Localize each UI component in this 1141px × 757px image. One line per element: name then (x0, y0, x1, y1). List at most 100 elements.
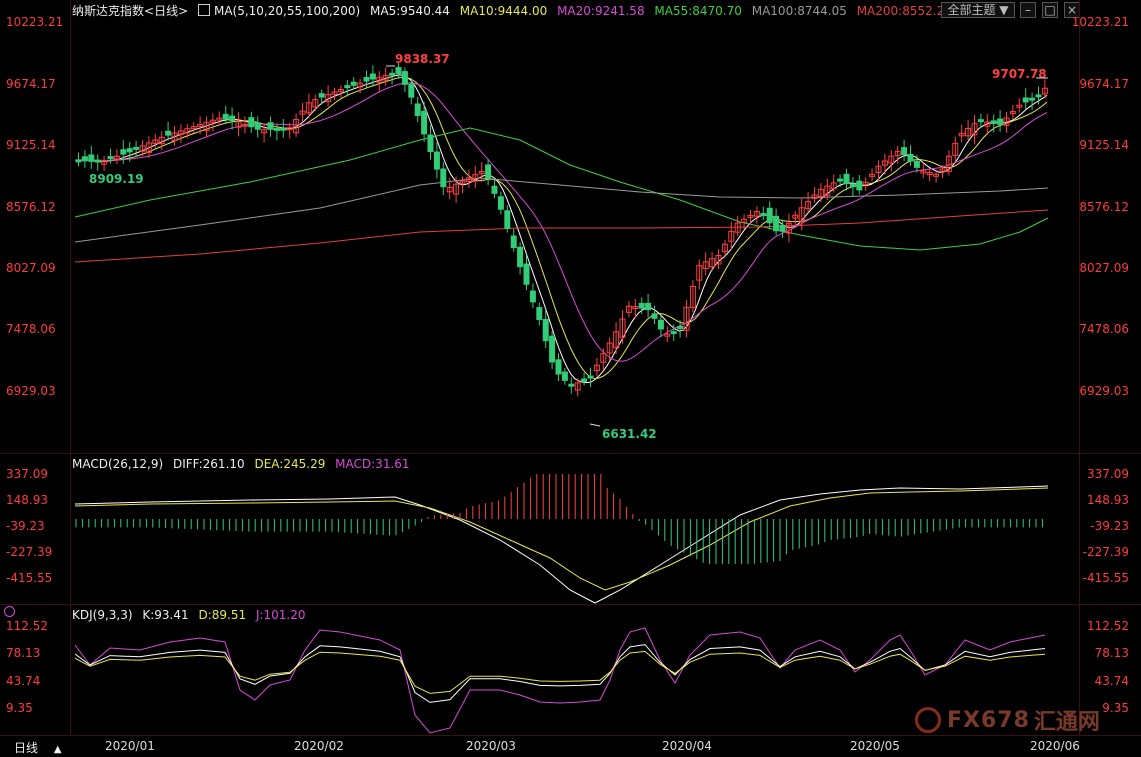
macd-ytick-1: 148.93 (1087, 493, 1129, 507)
candle-body (984, 121, 991, 127)
candle-body (408, 83, 415, 98)
main-ytick-left-0: 10223.21 (6, 15, 64, 29)
candle-body (587, 375, 594, 379)
low-price-label: 6631.42 (602, 427, 657, 441)
candle-body (485, 164, 492, 179)
candle-body (267, 122, 274, 130)
candle-body (606, 342, 613, 354)
left-axis-divider (70, 0, 71, 735)
candle-body (395, 67, 402, 75)
ma200-line (74, 209, 1049, 263)
candle-body (273, 127, 280, 131)
kdj-ytick-1: 78.13 (1094, 646, 1129, 660)
main-ytick-3: 8576.12 (1079, 200, 1129, 214)
candle-body (913, 160, 920, 168)
candle-body (933, 173, 940, 177)
candle-body (990, 120, 997, 125)
candle-body (593, 364, 600, 372)
candle-body (139, 145, 146, 152)
candle-body (152, 139, 159, 144)
candle-body (939, 168, 946, 172)
candle-body (677, 326, 684, 330)
candle-body (696, 265, 703, 281)
kdj-ytick-2: 43.74 (1094, 674, 1129, 688)
period-selector[interactable]: <日线> (144, 4, 189, 18)
candle-body (254, 122, 261, 130)
theme-dropdown[interactable]: 全部主题 ▼ (941, 2, 1015, 18)
candle-body (907, 153, 914, 162)
candle-body (145, 142, 152, 154)
ma10-value: MA10:9444.00 (459, 4, 548, 18)
candle-body (421, 110, 428, 135)
candle-body (491, 185, 498, 194)
macd-params[interactable]: MACD(26,12,9) (72, 457, 164, 471)
macd-ytick-left-4: -415.55 (6, 571, 53, 585)
candle-body (433, 151, 440, 170)
kdj-params[interactable]: KDJ(9,3,3) (72, 608, 133, 622)
candle-body (632, 305, 639, 310)
xtick-3: 2020/04 (662, 739, 712, 753)
kdj-d-line (74, 650, 1046, 694)
ma100-line (74, 177, 1049, 243)
main-ytick-6: 6929.03 (1079, 384, 1129, 398)
candle-body (350, 81, 357, 86)
candle-body (389, 72, 396, 76)
candle-body (670, 331, 677, 335)
candle-body (869, 173, 876, 177)
candle-body (523, 263, 530, 285)
candle-body (325, 94, 332, 103)
macd-ytick-left-0: 337.09 (6, 467, 48, 481)
right-axis-divider (1079, 0, 1080, 735)
candle-body (357, 82, 364, 88)
footer-period-button[interactable]: 日线 ▲ (14, 741, 62, 755)
candle-body (638, 302, 645, 309)
candle-body (331, 91, 338, 95)
candle-body (337, 89, 344, 93)
maximize-button[interactable]: □ (1042, 2, 1058, 18)
candle-body (261, 129, 268, 134)
candle-body (177, 130, 184, 135)
candle-body (747, 214, 754, 218)
kdj-j-line (74, 627, 1046, 734)
candle-body (81, 156, 88, 162)
candle-body (414, 103, 421, 117)
candle-body (248, 117, 255, 128)
watermark-logo-icon (915, 707, 941, 733)
kdj-k: K:93.41 (142, 608, 189, 622)
left-price-label: 8909.19 (89, 172, 144, 186)
kdj-settings-icon[interactable] (4, 606, 15, 617)
kdj-ytick-left-2: 43.74 (6, 674, 41, 688)
xtick-2: 2020/03 (466, 739, 516, 753)
candle-body (504, 210, 511, 229)
kdj-k-line (74, 644, 1046, 703)
candle-body (817, 188, 824, 197)
candle-body (369, 73, 376, 80)
candle-body (785, 222, 792, 234)
minimize-button[interactable]: – (1020, 2, 1036, 18)
ma-params[interactable]: MA(5,10,20,55,100,200) (213, 4, 361, 18)
candle-body (830, 182, 837, 189)
candle-body (728, 230, 735, 242)
index-title[interactable]: 纳斯达克指数 (72, 4, 145, 18)
indicator-icon[interactable] (197, 4, 210, 16)
candle-body (299, 110, 306, 115)
candle-body (779, 224, 786, 232)
kdj-j: J:101.20 (255, 608, 306, 622)
candle-body (1009, 111, 1016, 115)
candle-body (1016, 104, 1023, 108)
candle-body (741, 218, 748, 223)
macd-diff: DIFF:261.10 (172, 457, 245, 471)
candle-body (229, 115, 236, 122)
candle-body (613, 331, 620, 349)
candle-body (881, 160, 888, 166)
candle-body (958, 132, 965, 137)
macd-kdj-divider (0, 604, 1141, 605)
footer-divider (0, 735, 1141, 736)
macd-ytick-0: 337.09 (1087, 467, 1129, 481)
candle-body (459, 180, 466, 184)
candle-body (766, 207, 773, 224)
candle-body (856, 180, 863, 191)
candle-body (619, 318, 626, 338)
candle-body (862, 181, 869, 186)
